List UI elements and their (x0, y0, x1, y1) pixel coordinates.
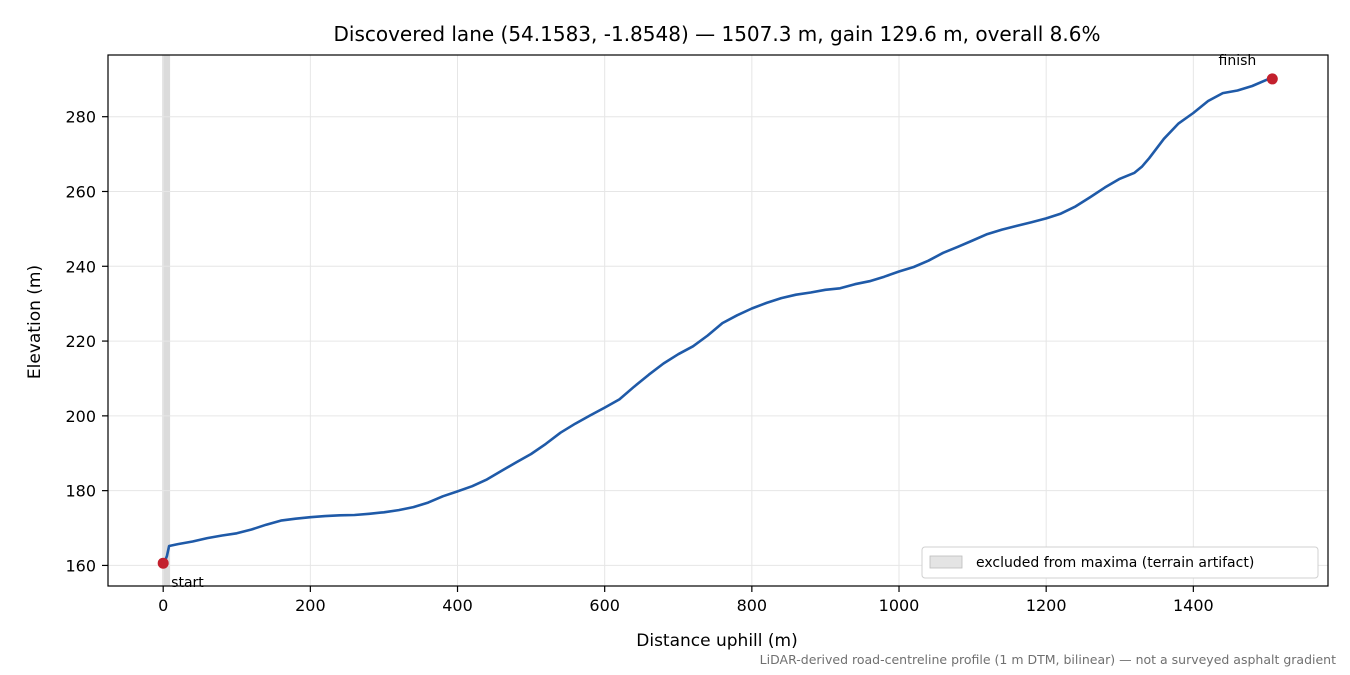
legend: excluded from maxima (terrain artifact) (921, 546, 1319, 579)
y-tick-label: 240 (65, 257, 96, 276)
finish-label: finish (1219, 53, 1257, 69)
y-axis-label: Elevation (m) (25, 265, 45, 379)
chart-title: Discovered lane (54.1583, -1.8548) — 150… (333, 22, 1100, 46)
grid-lines (108, 55, 1328, 586)
x-axis-ticks: 0 200 400 600 800 1000 1200 1400 (158, 586, 1214, 615)
start-label: start (171, 575, 204, 591)
x-tick-label: 0 (158, 596, 168, 615)
x-tick-label: 1400 (1173, 596, 1214, 615)
y-tick-label: 260 (65, 182, 96, 201)
x-tick-label: 400 (442, 596, 473, 615)
plot-frame (107, 54, 1329, 587)
legend-label: excluded from maxima (terrain artifact) (976, 555, 1254, 571)
plot-background (108, 55, 1328, 586)
elevation-series-line (161, 77, 1274, 565)
x-tick-label: 600 (589, 596, 620, 615)
plot-area: start finish (107, 53, 1329, 591)
x-tick-label: 1200 (1026, 596, 1067, 615)
y-axis-ticks: 160 180 200 220 240 260 280 (65, 108, 108, 575)
x-tick-label: 200 (295, 596, 326, 615)
excluded-band (162, 55, 171, 586)
legend-swatch (929, 555, 963, 569)
y-tick-label: 200 (65, 407, 96, 426)
x-tick-label: 1000 (879, 596, 920, 615)
x-axis-label: Distance uphill (m) (636, 631, 797, 651)
y-tick-label: 280 (65, 108, 96, 127)
footnote: LiDAR-derived road-centreline profile (1… (760, 652, 1336, 667)
x-tick-label: 800 (737, 596, 768, 615)
y-tick-label: 160 (65, 556, 96, 575)
y-tick-label: 180 (65, 482, 96, 501)
finish-point (1266, 73, 1278, 85)
y-tick-label: 220 (65, 332, 96, 351)
start-point (157, 557, 169, 569)
marker-points: start finish (157, 53, 1278, 591)
legend-box (921, 546, 1319, 579)
